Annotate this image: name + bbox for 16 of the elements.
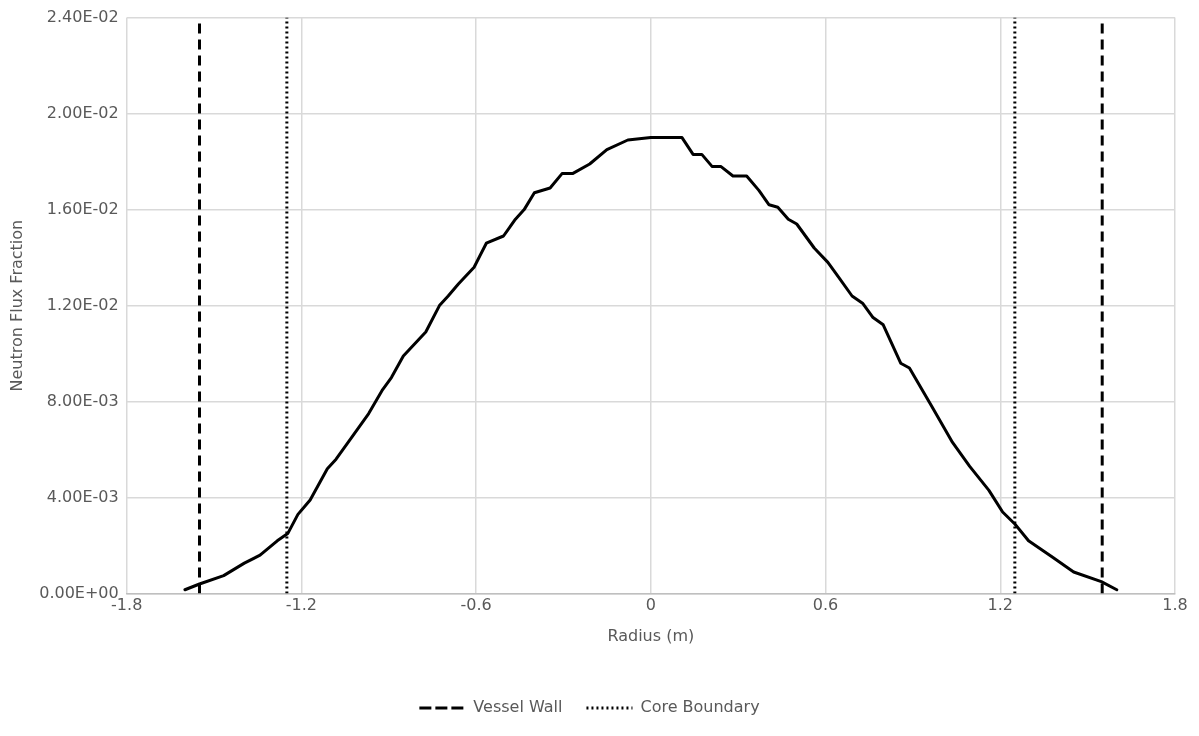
x-tick-label: 0.6 (812, 595, 839, 615)
y-axis-title: Neutron Flux Fraction (6, 219, 26, 392)
x-tick-label: 1.8 (1162, 595, 1188, 615)
y-tick-label: 1.20E-02 (46, 294, 119, 314)
y-tick-label: 2.40E-02 (46, 6, 119, 26)
y-tick-label: 4.00E-03 (46, 486, 119, 506)
y-tick-label: 2.00E-02 (46, 102, 119, 122)
y-tick-label: 8.00E-03 (46, 390, 119, 410)
legend-label: Vessel Wall (473, 697, 563, 717)
x-axis-title: Radius (m) (607, 625, 695, 645)
x-tick-label: 0 (645, 595, 656, 615)
y-tick-label: 1.60E-02 (46, 198, 119, 218)
x-tick-label: -1.2 (285, 595, 318, 615)
x-tick-label: 1.2 (987, 595, 1014, 615)
legend-label: Core Boundary (640, 697, 760, 717)
x-tick-label: -0.6 (460, 595, 492, 615)
